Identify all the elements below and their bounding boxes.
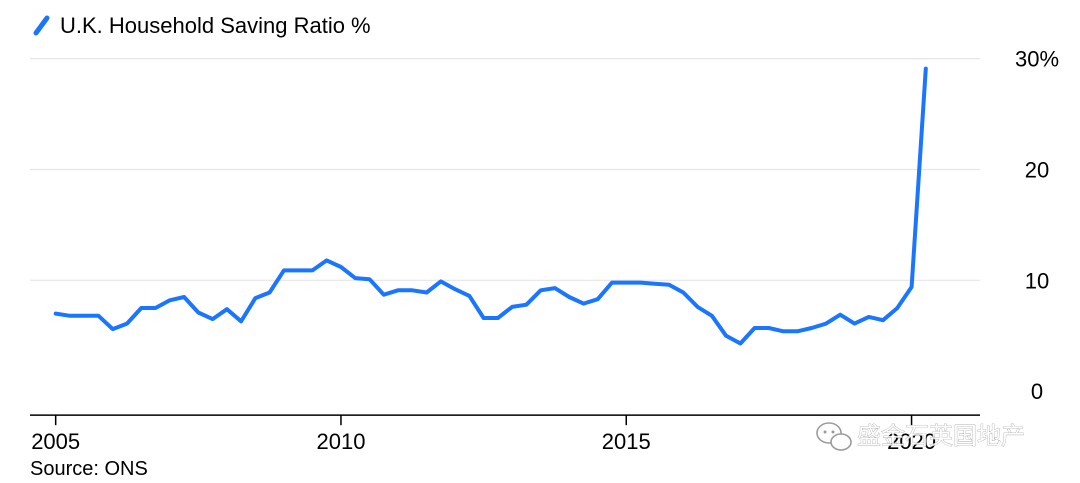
x-axis: 2005 2010 2015 2020 [30, 414, 980, 454]
y-tick-label: 20 [1025, 157, 1049, 182]
series-line [53, 66, 928, 346]
watermark: 盛金石英国地产 [816, 422, 1025, 451]
x-tick-label: 2010 [316, 429, 365, 454]
y-tick-label: 10 [1025, 268, 1049, 293]
legend: U.K. Household Saving Ratio % [33, 13, 371, 38]
x-tick-label: 2020 [887, 429, 936, 454]
y-tick-label: 0 [1031, 379, 1043, 404]
legend-swatch [33, 15, 50, 36]
source-note: Source: ONS [30, 458, 148, 480]
watermark-text: 盛金石英国地产 [857, 423, 1025, 450]
legend-label: U.K. Household Saving Ratio % [60, 13, 371, 38]
x-tick-label: 2015 [602, 429, 651, 454]
x-tick-label: 2005 [31, 429, 80, 454]
gridlines [30, 58, 980, 281]
y-axis-tick-labels: 0 10 20 30% [1015, 47, 1059, 405]
y-tick-label: 30% [1015, 47, 1059, 72]
chat-bubble-icon [816, 422, 852, 451]
series-layer [53, 66, 928, 346]
